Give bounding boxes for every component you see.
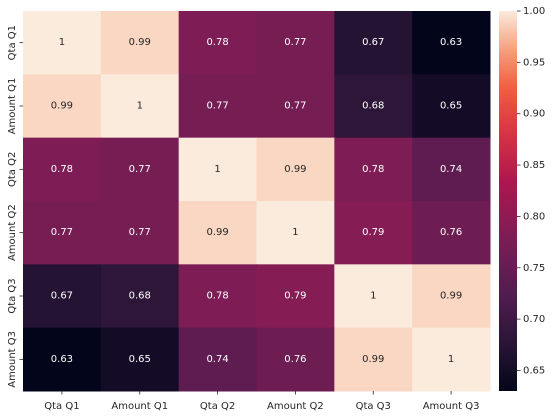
cell-value-label: 0.76 [284, 354, 306, 365]
cell-value-label: 0.78 [51, 164, 73, 175]
y-tick-label: Qta Q2 [7, 152, 18, 187]
cell-value-label: 0.99 [440, 291, 462, 302]
cell-value-label: 0.63 [51, 354, 73, 365]
y-tick-label: Qta Q3 [7, 278, 18, 313]
cell-value-label: 0.65 [129, 354, 151, 365]
colorbar-tick-label: 0.80 [523, 211, 545, 222]
x-tick-label: Qta Q3 [356, 401, 391, 412]
colorbar-tick-label: 0.75 [523, 263, 545, 274]
cell-value-label: 0.77 [284, 37, 306, 48]
cell-value-label: 0.78 [362, 164, 384, 175]
heatmap-cell [334, 11, 413, 75]
heatmap-cell [256, 264, 335, 329]
heatmap-cell [100, 327, 180, 392]
cell-value-label: 0.77 [284, 101, 306, 112]
heatmap-cells: 1 0.99 0.78 0.77 0.67 0.63 0.99 1 0.77 0.77 0.68 0.… [23, 11, 491, 392]
heatmap-cell [256, 137, 335, 202]
heatmap-cell [334, 201, 413, 265]
y-tick-label: Amount Q3 [7, 331, 18, 388]
heatmap-cell [23, 327, 102, 392]
heatmap-cell [412, 201, 491, 265]
cell-value-label: 0.79 [284, 291, 306, 302]
cell-value-label: 1 [137, 101, 143, 112]
heatmap-cell [334, 74, 413, 139]
heatmap-cell [178, 11, 257, 75]
x-tick-labels: Qta Q1 Amount Q1 Qta Q2 Amount Q2 Qta Q3 Amou… [44, 391, 479, 412]
cell-value-label: 0.77 [129, 164, 151, 175]
colorbar-tick-label: 0.90 [523, 109, 545, 120]
cell-value-label: 0.67 [51, 291, 73, 302]
cell-value-label: 0.65 [440, 101, 462, 112]
heatmap-cell [23, 137, 102, 202]
x-tick-label: Amount Q2 [267, 401, 324, 412]
cell-value-label: 0.78 [206, 37, 228, 48]
heatmap-cell [256, 201, 335, 265]
colorbar-gradient [499, 11, 517, 391]
y-tick-labels: Qta Q1 Amount Q1 Qta Q2 Amount Q2 Qta Q3 Amou… [7, 25, 23, 388]
heatmap-cell [334, 264, 413, 329]
y-tick-label: Amount Q2 [7, 204, 18, 261]
cell-value-label: 0.99 [51, 101, 73, 112]
cell-value-label: 0.77 [51, 227, 73, 238]
colorbar-tick-label: 1.00 [523, 6, 545, 17]
cell-value-label: 0.99 [206, 227, 228, 238]
colorbar: 0.65 0.70 0.75 0.80 0.85 0.90 0.95 1.00 [499, 6, 545, 391]
heatmap-cell [100, 201, 180, 265]
cell-value-label: 0.63 [440, 37, 462, 48]
heatmap-cell [23, 264, 102, 329]
heatmap-cell [178, 201, 257, 265]
heatmap-cell [178, 74, 257, 139]
heatmap-cell [23, 11, 102, 75]
colorbar-tick-label: 0.85 [523, 160, 545, 171]
heatmap-cell [100, 264, 180, 329]
x-tick-label: Amount Q1 [111, 401, 168, 412]
cell-value-label: 1 [292, 227, 298, 238]
cell-value-label: 1 [214, 164, 220, 175]
heatmap-cell [100, 11, 180, 75]
x-tick-label: Amount Q3 [423, 401, 480, 412]
y-tick-label: Qta Q1 [7, 25, 18, 60]
heatmap-cell [412, 327, 491, 392]
heatmap-cell [256, 327, 335, 392]
cell-value-label: 0.74 [440, 164, 462, 175]
heatmap-cell [100, 74, 180, 139]
cell-value-label: 0.99 [284, 164, 306, 175]
heatmap-cell [412, 11, 491, 75]
heatmap-cell [412, 264, 491, 329]
cell-value-label: 0.76 [440, 227, 462, 238]
heatmap-cell [256, 74, 335, 139]
heatmap-cell [412, 74, 491, 139]
heatmap-cell [23, 201, 102, 265]
cell-value-label: 0.77 [206, 101, 228, 112]
colorbar-tick-label: 0.70 [523, 314, 545, 325]
cell-value-label: 0.99 [129, 37, 151, 48]
cell-value-label: 0.74 [206, 354, 228, 365]
heatmap-cell [23, 74, 102, 139]
heatmap-cell [334, 137, 413, 202]
heatmap-cell [256, 11, 335, 75]
x-tick-label: Qta Q2 [200, 401, 235, 412]
colorbar-tick-label: 0.65 [523, 365, 545, 376]
cell-value-label: 1 [370, 291, 376, 302]
colorbar-tick-label: 0.95 [523, 57, 545, 68]
cell-value-label: 0.78 [206, 291, 228, 302]
heatmap-cell [100, 137, 180, 202]
heatmap-cell [178, 264, 257, 329]
cell-value-label: 0.68 [129, 291, 151, 302]
cell-value-label: 0.79 [362, 227, 384, 238]
cell-value-label: 1 [59, 37, 65, 48]
cell-value-label: 0.68 [362, 101, 384, 112]
y-tick-label: Amount Q1 [7, 78, 18, 135]
heatmap-cell [178, 137, 257, 202]
cell-value-label: 1 [448, 354, 454, 365]
heatmap-cell [412, 137, 491, 202]
heatmap-cell [178, 327, 257, 392]
cell-value-label: 0.67 [362, 37, 384, 48]
cell-value-label: 0.77 [129, 227, 151, 238]
x-tick-label: Qta Q1 [44, 401, 79, 412]
heatmap-cell [334, 327, 413, 392]
cell-value-label: 0.99 [362, 354, 384, 365]
